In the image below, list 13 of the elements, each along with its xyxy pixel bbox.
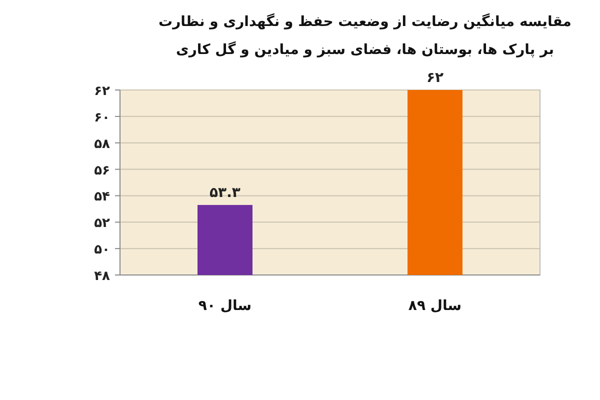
x-tick-label: سال ۹۰ [198,298,252,314]
y-tick-label: ۵۸ [94,136,110,152]
y-tick-label: ۵۲ [94,216,110,232]
data-label: ۵۳.۳ [210,184,241,201]
y-tick-label: ۴۸ [94,269,110,284]
y-tick-label: ۶۲ [94,84,110,99]
x-tick-label: سال ۸۹ [408,298,462,314]
y-tick-label: ۵۶ [94,163,110,178]
chart-title: مقایسه میانگین رضایت از وضعیت حفظ و نگهداری و نظارت بر پارک ها، بوستان ها، فضای سبز و میادین و گل کاری [158,12,572,60]
y-tick-label: ۵۴ [94,190,110,205]
y-tick-label: ۵۰ [94,242,110,258]
y-tick-label: ۶۰ [94,110,110,126]
data-label: ۶۲ [426,70,444,86]
